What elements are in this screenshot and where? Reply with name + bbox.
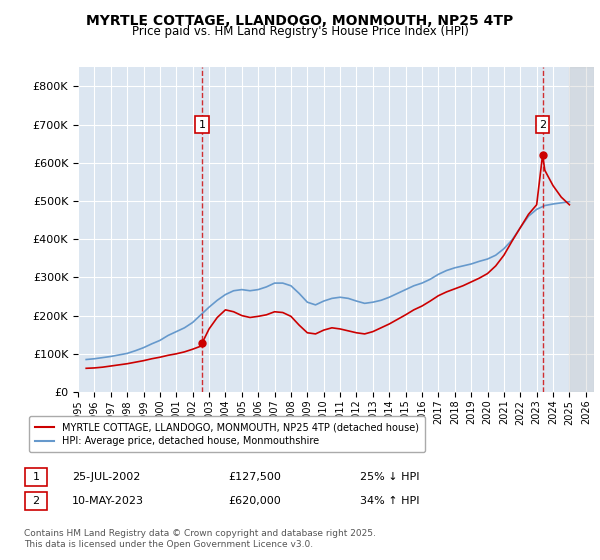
Text: 34% ↑ HPI: 34% ↑ HPI <box>360 496 419 506</box>
Text: 1: 1 <box>199 119 206 129</box>
Text: £620,000: £620,000 <box>228 496 281 506</box>
Text: MYRTLE COTTAGE, LLANDOGO, MONMOUTH, NP25 4TP: MYRTLE COTTAGE, LLANDOGO, MONMOUTH, NP25… <box>86 14 514 28</box>
Text: 2: 2 <box>32 496 40 506</box>
Text: 1: 1 <box>32 472 40 482</box>
Legend: MYRTLE COTTAGE, LLANDOGO, MONMOUTH, NP25 4TP (detached house), HPI: Average pric: MYRTLE COTTAGE, LLANDOGO, MONMOUTH, NP25… <box>29 417 425 452</box>
Bar <box>569 67 594 392</box>
Text: 2: 2 <box>539 119 546 129</box>
Text: Contains HM Land Registry data © Crown copyright and database right 2025.
This d: Contains HM Land Registry data © Crown c… <box>24 529 376 549</box>
Text: 25-JUL-2002: 25-JUL-2002 <box>72 472 140 482</box>
FancyBboxPatch shape <box>25 468 47 486</box>
Text: 10-MAY-2023: 10-MAY-2023 <box>72 496 144 506</box>
Text: 25% ↓ HPI: 25% ↓ HPI <box>360 472 419 482</box>
FancyBboxPatch shape <box>25 492 47 510</box>
Text: Price paid vs. HM Land Registry's House Price Index (HPI): Price paid vs. HM Land Registry's House … <box>131 25 469 38</box>
Text: £127,500: £127,500 <box>228 472 281 482</box>
